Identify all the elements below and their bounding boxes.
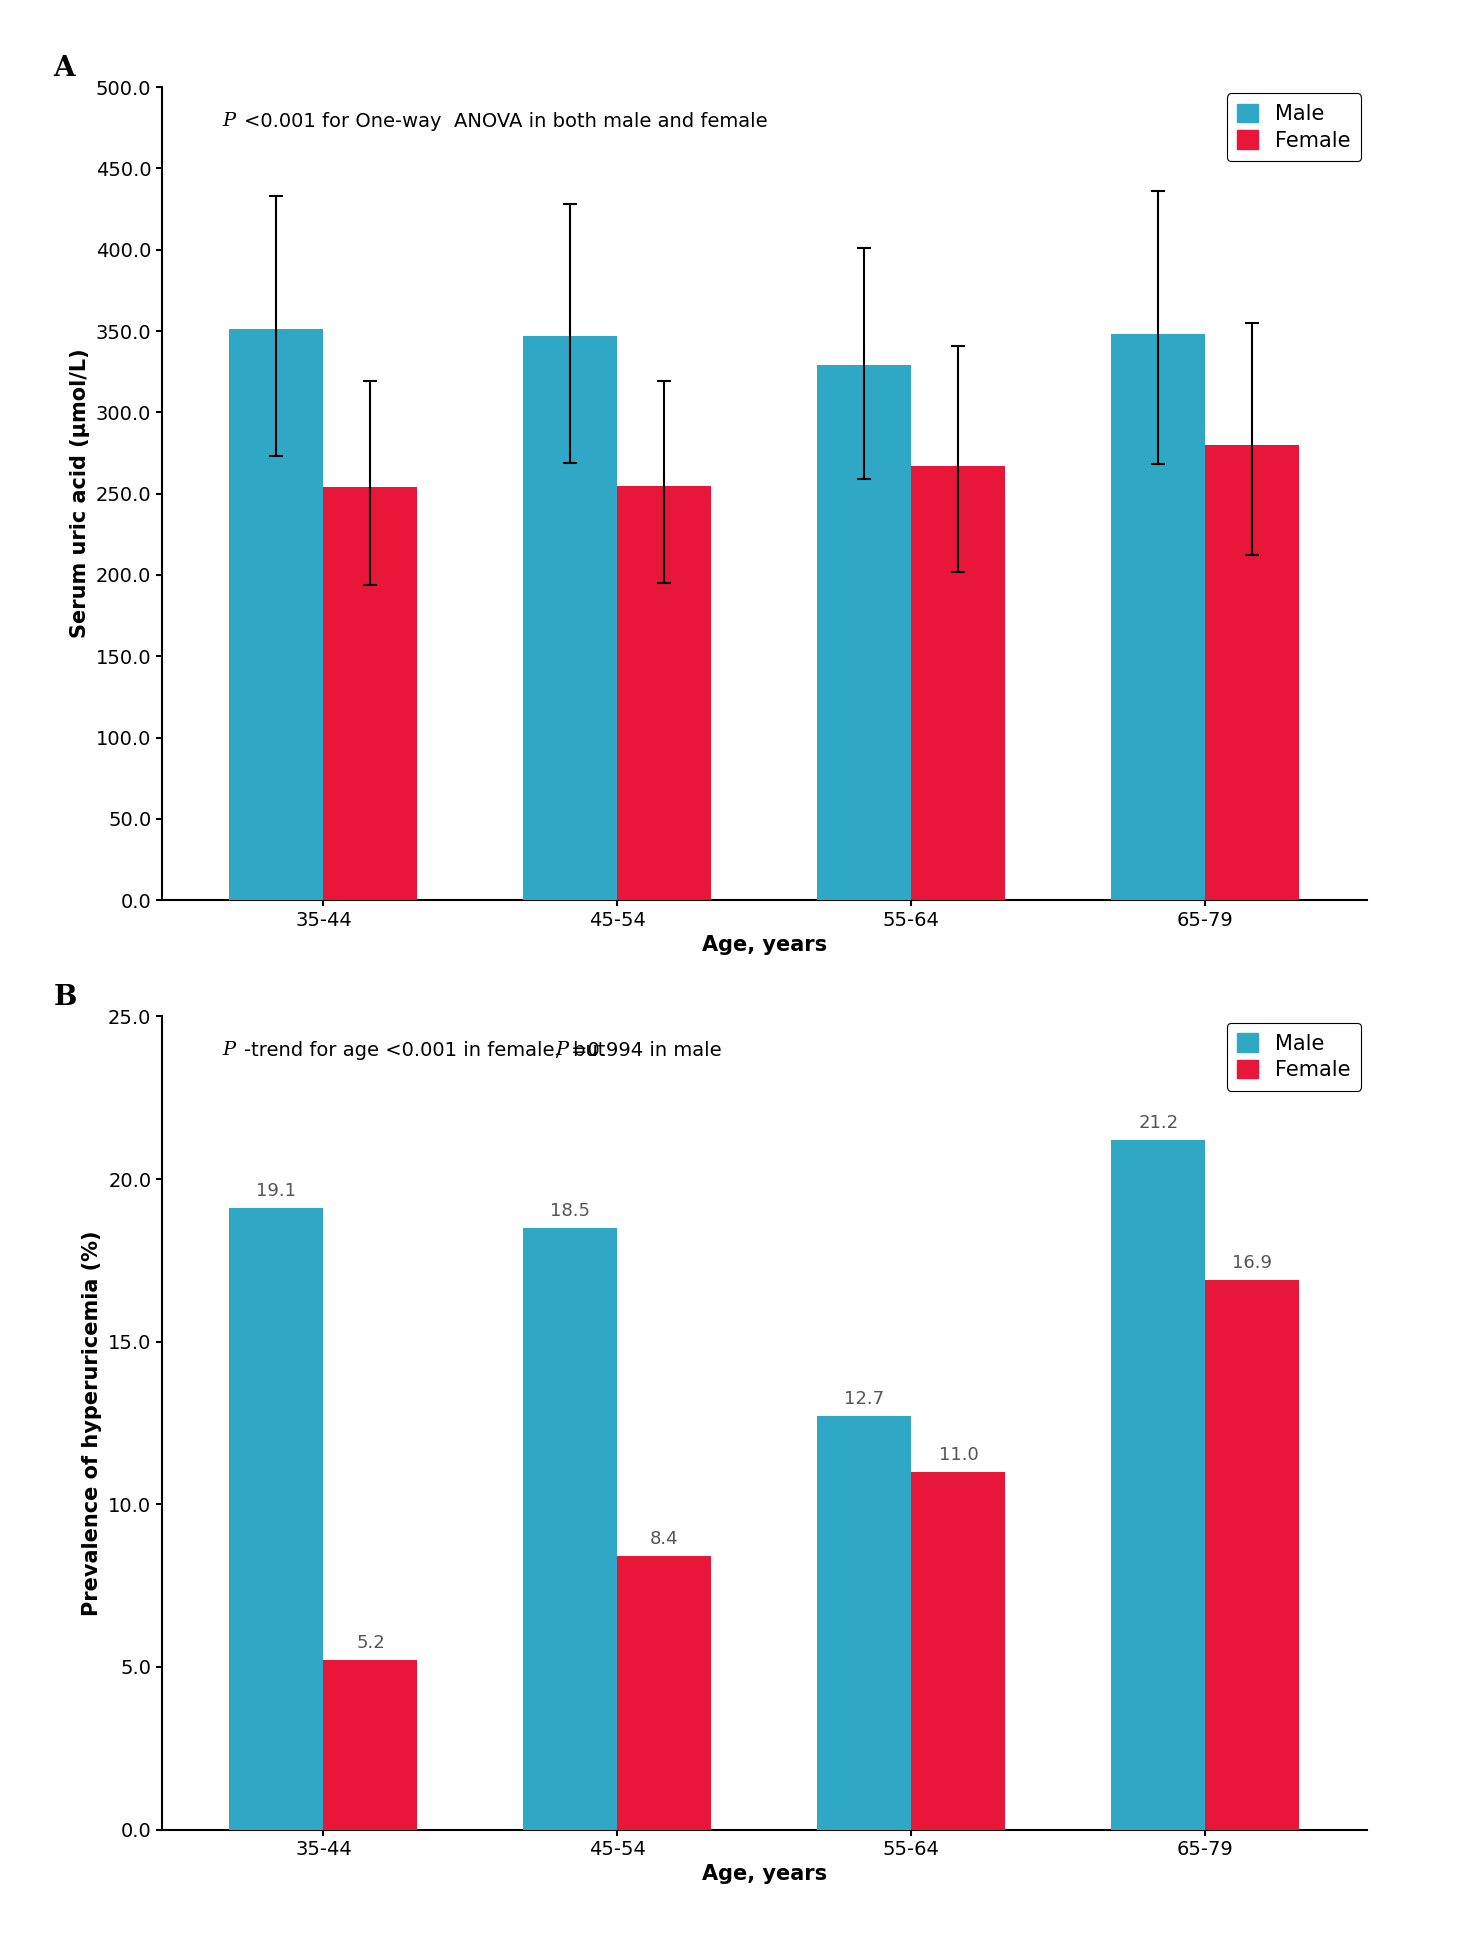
Bar xyxy=(229,1208,323,1830)
Text: A: A xyxy=(53,54,75,81)
Text: P: P xyxy=(556,1042,569,1059)
Bar xyxy=(1111,335,1205,900)
Text: 19.1: 19.1 xyxy=(256,1183,297,1200)
Bar xyxy=(1205,445,1299,900)
Text: 12.7: 12.7 xyxy=(844,1390,885,1407)
Y-axis label: Prevalence of hyperuricemia (%): Prevalence of hyperuricemia (%) xyxy=(82,1229,103,1617)
X-axis label: Age, years: Age, years xyxy=(701,1864,828,1884)
Bar xyxy=(1205,1280,1299,1830)
Bar xyxy=(323,488,417,900)
Y-axis label: Serum uric acid (μmol/L): Serum uric acid (μmol/L) xyxy=(71,348,90,639)
X-axis label: Age, years: Age, years xyxy=(701,935,828,954)
Bar xyxy=(323,1661,417,1830)
Legend: Male, Female: Male, Female xyxy=(1227,93,1361,161)
Text: =0.994 in male: =0.994 in male xyxy=(570,1042,722,1059)
Bar xyxy=(911,467,1005,900)
Text: B: B xyxy=(53,983,76,1011)
Bar xyxy=(617,1557,711,1830)
Text: 8.4: 8.4 xyxy=(650,1529,679,1549)
Bar xyxy=(817,1417,911,1830)
Bar xyxy=(1111,1140,1205,1830)
Bar xyxy=(523,337,617,900)
Text: 5.2: 5.2 xyxy=(356,1634,385,1651)
Legend: Male, Female: Male, Female xyxy=(1227,1022,1361,1090)
Text: 18.5: 18.5 xyxy=(550,1202,591,1220)
Text: 21.2: 21.2 xyxy=(1138,1113,1179,1133)
Text: <0.001 for One-way  ANOVA in both male and female: <0.001 for One-way ANOVA in both male an… xyxy=(244,112,767,130)
Bar xyxy=(911,1471,1005,1830)
Bar xyxy=(523,1227,617,1830)
Text: 11.0: 11.0 xyxy=(938,1446,979,1464)
Text: P: P xyxy=(222,1042,235,1059)
Text: P: P xyxy=(222,112,235,130)
Bar xyxy=(229,329,323,900)
Bar xyxy=(617,486,711,900)
Text: 16.9: 16.9 xyxy=(1232,1255,1273,1272)
Text: -trend for age <0.001 in female,  but: -trend for age <0.001 in female, but xyxy=(244,1042,612,1059)
Bar xyxy=(817,366,911,900)
